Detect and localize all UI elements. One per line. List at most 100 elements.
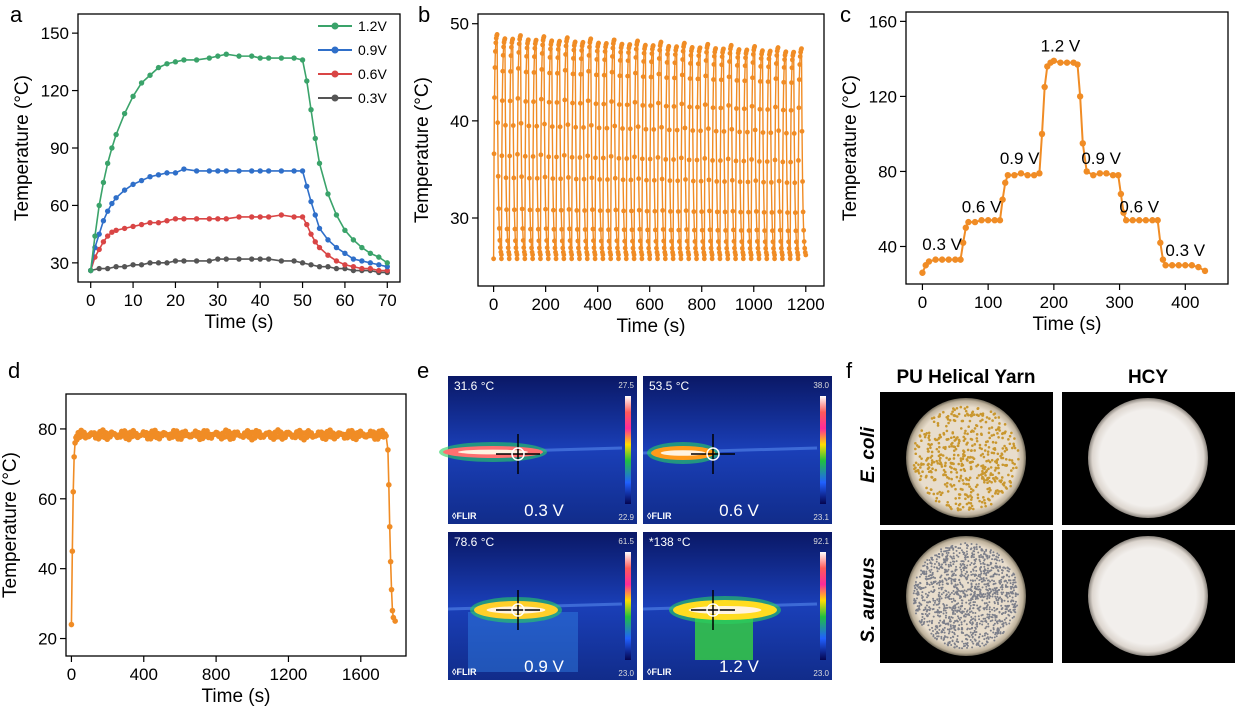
colony [927,466,931,469]
colony [955,554,958,557]
colony [993,609,996,612]
colony [956,444,960,448]
colony [975,433,979,436]
colony [965,590,968,593]
series-0.6V-point [96,246,102,253]
cycle-series-point [522,256,528,262]
colony [938,610,941,613]
colony [955,471,959,474]
cycle-series-point [685,245,691,251]
colony [1013,606,1016,609]
cycle-series-point [717,252,723,258]
colony [985,555,988,558]
colony [914,581,917,584]
colony [1000,453,1004,456]
colony [981,599,984,602]
cycle-series-point [683,208,689,214]
cycle-series-point [557,124,563,130]
cycle-series-point [589,175,595,181]
row-header-ecoli: E. coli [858,426,879,483]
cycle-series-point [555,46,561,52]
cycle-series-point [616,155,622,161]
colony [932,478,936,482]
colony [930,576,933,579]
cycle-series-point [608,252,614,258]
colony [957,609,960,612]
cycle-series-point [560,245,566,251]
colony [935,447,939,451]
colony [958,496,961,500]
step-series-point [1096,170,1104,177]
cycle-series-point [635,38,641,44]
colony [984,420,988,424]
colony [981,555,984,558]
colony [1003,449,1007,453]
colony [959,476,962,480]
series-0.3V-point [121,263,128,270]
colony [1011,590,1014,593]
step-series-point [1017,170,1025,177]
cycle-series-point [613,207,619,213]
colony [977,414,980,418]
colony [945,415,949,419]
colony [920,594,923,597]
cycle-series-point [535,207,541,213]
cycle-series-point [512,226,518,232]
colony [978,579,981,582]
cycle-series-point [635,124,641,130]
series-0.6V-point [299,214,306,220]
cycle-series-point [655,252,660,258]
colony [979,573,982,576]
colony [954,545,957,548]
colony [989,502,993,506]
cycle-series-point [789,57,795,63]
cycle-series-point [770,239,776,245]
colony [949,561,952,564]
colony [998,610,1001,613]
colony [947,551,950,554]
cycle-series-point [788,107,794,113]
colony [959,605,962,608]
cycle-series-point [674,44,680,50]
colony [918,604,921,607]
colony [938,459,941,462]
colony [946,547,949,550]
cycle-series-point [591,238,596,244]
colony [996,601,999,604]
colony [926,594,929,597]
cycle-series-point [577,155,583,160]
colony [967,588,970,591]
series-0.3V-point [333,265,340,272]
colony [946,476,949,479]
cycle-series-point [697,45,703,51]
colony [961,586,964,589]
colony [984,627,987,630]
colony [1005,617,1008,620]
series-0.6V-point [384,267,390,274]
series-1.2V-point [92,233,98,239]
colony [943,605,946,608]
colony [972,413,976,416]
colony [989,466,993,469]
cycle-series-point [565,122,571,128]
colony [937,635,940,638]
colony [964,414,967,417]
colony [994,466,998,470]
voltage-annotation: 0.9 V [1000,149,1040,168]
series-0.6V-point [164,218,170,224]
cycle-series-point [596,40,601,46]
colony [927,436,930,440]
colony [959,427,963,430]
series-0.3V-point [236,256,242,262]
cycle-series-point [706,177,712,183]
cycle-series-point [561,252,567,258]
cycle-series-point [495,120,501,126]
colony [964,477,968,480]
colony [991,419,994,422]
cycle-series-point [511,175,517,181]
colony [936,555,939,558]
colony [945,604,948,607]
colony [970,543,973,546]
colony [945,555,948,558]
colony [957,606,960,609]
